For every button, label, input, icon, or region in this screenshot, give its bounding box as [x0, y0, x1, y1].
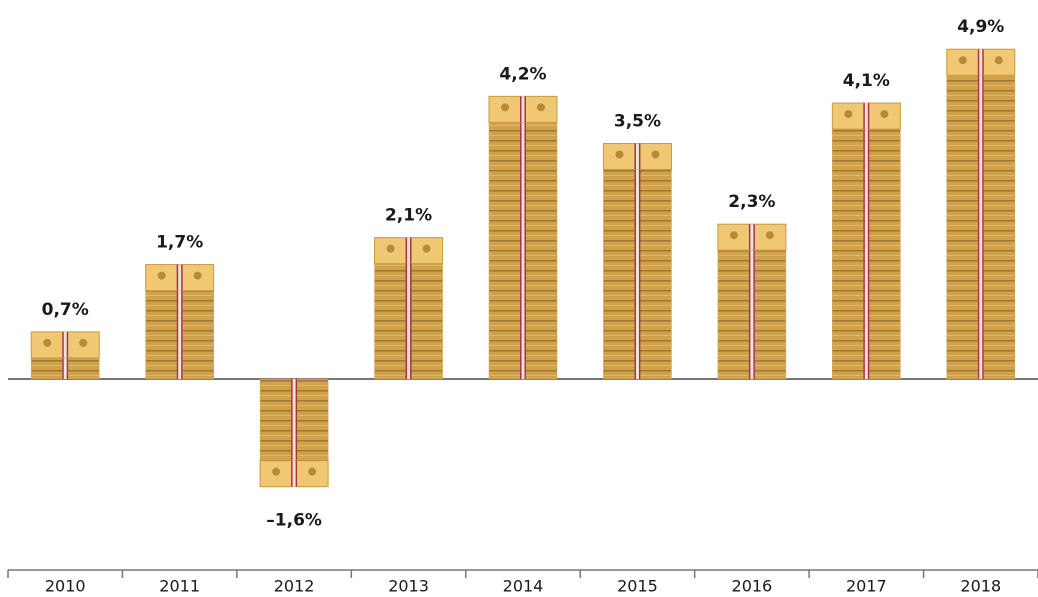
- value-label: 1,7%: [156, 233, 203, 253]
- strap-line: [520, 96, 522, 122]
- strap-line: [868, 103, 870, 129]
- strap-line: [296, 461, 298, 487]
- value-label: 2,1%: [385, 206, 432, 226]
- strap-line: [67, 332, 69, 358]
- value-label: 4,9%: [957, 17, 1004, 37]
- strap-line: [639, 143, 641, 169]
- value-label: 0,7%: [42, 300, 89, 320]
- strap-line: [863, 103, 865, 379]
- value-label: 3,5%: [614, 111, 661, 131]
- strap-line: [982, 49, 984, 75]
- bill-seal: [959, 56, 967, 64]
- strap-line: [62, 332, 64, 358]
- bill-seal: [308, 468, 316, 476]
- bill-seal: [615, 150, 623, 158]
- bill-seal: [387, 245, 395, 253]
- strap-line: [291, 461, 293, 487]
- bill-seal: [194, 272, 202, 280]
- strap-line: [982, 49, 984, 379]
- strap-line: [520, 96, 522, 379]
- x-tick-label: 2016: [732, 577, 773, 596]
- x-tick-label: 2010: [45, 577, 86, 596]
- bill-seal: [730, 231, 738, 239]
- strap-line: [525, 96, 527, 122]
- bill-seal: [537, 103, 545, 111]
- chart: 2010 0,7% 2011 1,7% 2012 –1,6% 2013 2,1% 2014 4,2…: [0, 0, 1038, 597]
- strap-line: [978, 49, 980, 379]
- bill-seal: [501, 103, 509, 111]
- page: 2010 0,7% 2011 1,7% 2012 –1,6% 2013 2,1% 2014 4,2…: [0, 0, 1038, 597]
- strap-line: [978, 49, 980, 75]
- strap-line: [410, 238, 412, 264]
- bill-seal: [79, 339, 87, 347]
- x-tick-label: 2018: [960, 577, 1001, 596]
- x-tick-label: 2013: [388, 577, 429, 596]
- strap-line: [181, 265, 183, 291]
- strap-line: [753, 224, 755, 250]
- value-label: 4,2%: [499, 64, 546, 84]
- bill-seal: [423, 245, 431, 253]
- strap-line: [868, 103, 870, 379]
- x-tick-label: 2017: [846, 577, 887, 596]
- value-label: 4,1%: [843, 71, 890, 91]
- value-label: –1,6%: [266, 511, 322, 531]
- strap-line: [634, 143, 636, 169]
- strap-line: [749, 224, 751, 250]
- value-label: 2,3%: [728, 192, 775, 212]
- x-tick-label: 2011: [159, 577, 200, 596]
- strap-line: [863, 103, 865, 129]
- bill-seal: [766, 231, 774, 239]
- bill-seal: [43, 339, 51, 347]
- bill-seal: [158, 272, 166, 280]
- x-tick-label: 2015: [617, 577, 658, 596]
- x-tick-label: 2014: [503, 577, 544, 596]
- bill-seal: [272, 468, 280, 476]
- x-tick-label: 2012: [274, 577, 315, 596]
- strap-line: [639, 143, 641, 379]
- strap-line: [177, 265, 179, 291]
- bill-seal: [880, 110, 888, 118]
- bill-seal: [995, 56, 1003, 64]
- strap-line: [525, 96, 527, 379]
- bill-seal: [844, 110, 852, 118]
- strap-line: [406, 238, 408, 264]
- strap-line: [634, 143, 636, 379]
- bill-seal: [651, 150, 659, 158]
